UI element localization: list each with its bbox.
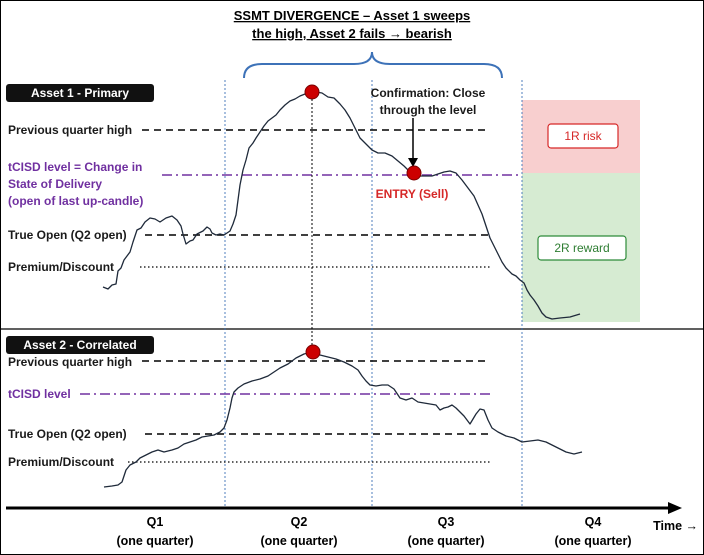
asset1-price-path (102, 91, 581, 320)
asset2-tag: Asset 2 - Correlated (23, 338, 136, 352)
quarter-q2-sub: (one quarter) (260, 534, 337, 548)
time-axis-arrowhead (668, 502, 682, 514)
time-axis-label: Time → (653, 519, 698, 533)
p1-tcisd-label-3: (open of last up-candle) (8, 194, 143, 208)
quarter-q3-name: Q3 (438, 515, 455, 529)
asset1-tag-bg (6, 84, 154, 102)
quarter-q1-sub: (one quarter) (116, 534, 193, 548)
confirmation-arrow-head (408, 158, 418, 167)
quarter-q3-sub: (one quarter) (407, 534, 484, 548)
risk-label: 1R risk (564, 129, 602, 143)
confirmation-text-2: through the level (380, 103, 477, 117)
diagram-title-line2: the high, Asset 2 fails → bearish (252, 26, 452, 41)
p2-premium-label: Premium/Discount (8, 455, 114, 469)
diagram-title-line1: SSMT DIVERGENCE – Asset 1 sweeps (234, 8, 471, 23)
p1-sweep-high-marker (304, 84, 320, 100)
asset2-price-path (103, 351, 583, 488)
p1-tcisd-label-2: State of Delivery (8, 177, 102, 191)
p2-high-marker (305, 344, 321, 360)
quarter-q2-name: Q2 (291, 515, 308, 529)
p1-premium-label: Premium/Discount (8, 260, 114, 274)
p1-tcisd-label-1: tCISD level = Change in (8, 160, 142, 174)
entry-label: ENTRY (Sell) (376, 187, 449, 201)
p1-prev-high-label: Previous quarter high (8, 123, 132, 137)
reward-label: 2R reward (554, 241, 609, 255)
p2-prev-high-label: Previous quarter high (8, 355, 132, 369)
asset1-tag: Asset 1 - Primary (31, 86, 129, 100)
entry-marker (406, 165, 422, 181)
p2-tcisd-label: tCISD level (8, 387, 71, 401)
reward-box (537, 235, 627, 261)
p1-true-open-label: True Open (Q2 open) (8, 228, 127, 242)
risk-box (547, 123, 619, 149)
confirmation-text-1: Confirmation: Close (371, 86, 486, 100)
quarter-q4-name: Q4 (585, 515, 602, 529)
quarter-q1-name: Q1 (147, 515, 164, 529)
quarter-q4-sub: (one quarter) (554, 534, 631, 548)
q2-brace (243, 51, 503, 79)
p2-true-open-label: True Open (Q2 open) (8, 427, 127, 441)
asset2-tag-bg (6, 336, 154, 354)
